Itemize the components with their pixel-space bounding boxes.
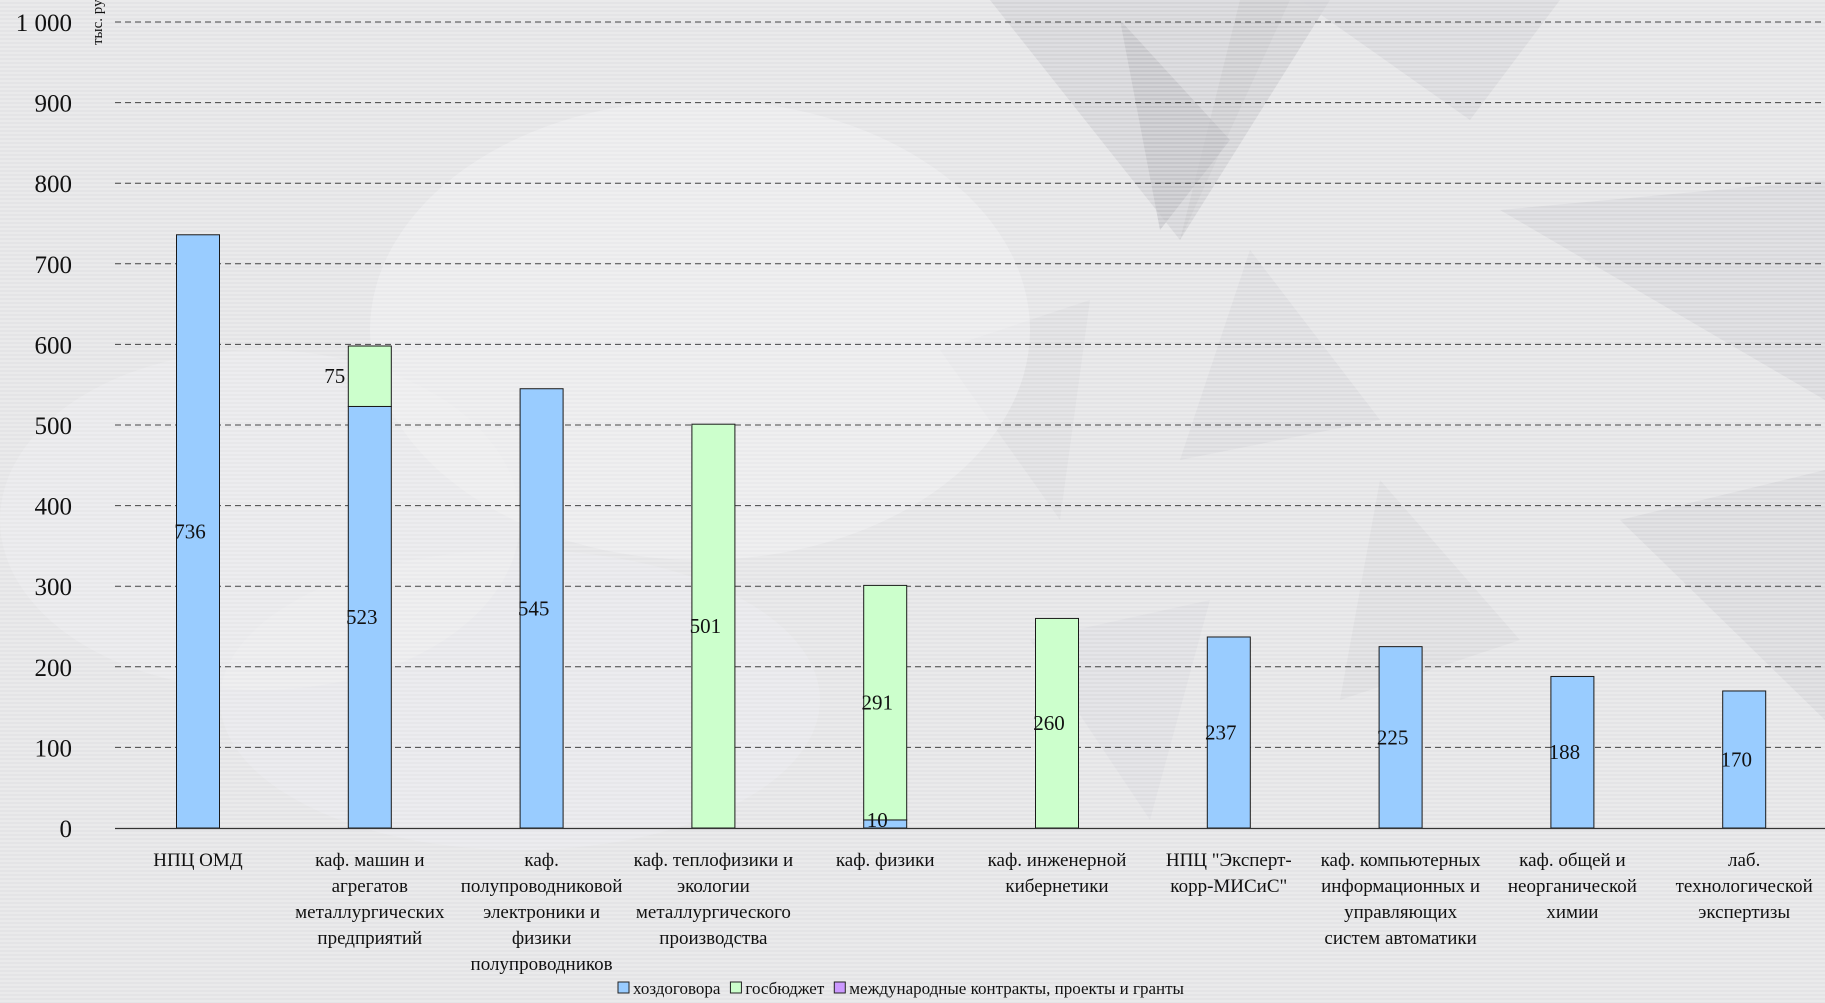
- category-label-line: информационных и: [1321, 876, 1480, 897]
- category-label: лаб. технологической экспертизы: [1676, 850, 1813, 923]
- y-tick-label: 300: [35, 574, 73, 601]
- y-tick-label: 800: [35, 171, 73, 198]
- category-label-line: полупроводников: [471, 954, 613, 975]
- bar-segment: [1035, 617, 1079, 829]
- bar-value-label: 545: [518, 596, 550, 620]
- bar-segment: [691, 423, 736, 829]
- category-label: каф. инженерной кибернетики: [988, 850, 1127, 897]
- category-label-line: физики: [512, 928, 572, 949]
- category-label: каф. полупроводниковой электроники и физики…: [461, 850, 623, 975]
- bar-segment: [1206, 636, 1251, 829]
- bar-segment: [863, 584, 908, 821]
- category-label-line: корр-МИСиС": [1170, 876, 1287, 897]
- bar-value-label: 170: [1720, 747, 1752, 771]
- y-tick-label: 500: [35, 413, 73, 440]
- category-label-line: производства: [659, 928, 768, 949]
- y-tick-label: 200: [35, 655, 73, 682]
- y-tick-label: 900: [35, 91, 73, 118]
- bar-value-label: 523: [346, 605, 378, 629]
- category-label: каф. общей и неорганической химии: [1508, 850, 1637, 923]
- bar-value-label: 75: [324, 364, 345, 388]
- legend-label: международные контракты, проекты и грант…: [849, 979, 1184, 998]
- category-label-line: металлургических: [295, 902, 445, 923]
- y-axis-unit-label: тыс. руб.: [90, 0, 106, 45]
- gridlines: [115, 21, 1825, 748]
- bar-value-label: 188: [1549, 740, 1581, 764]
- legend-label: хоздоговора: [633, 979, 721, 998]
- category-label-line: химии: [1546, 902, 1598, 923]
- category-label-line: технологической: [1676, 876, 1813, 897]
- category-label-line: каф. теплофизики и: [634, 850, 794, 871]
- y-tick-label: 1 000: [16, 10, 72, 37]
- y-tick-label: 0: [60, 816, 73, 843]
- category-label-line: каф. общей и: [1519, 850, 1626, 871]
- category-label-line: экспертизы: [1698, 902, 1790, 923]
- category-label: каф. физики: [836, 850, 935, 871]
- category-label-line: каф. физики: [836, 850, 935, 871]
- category-label: каф. компьютерных информационных и управля…: [1321, 850, 1482, 949]
- category-label-line: электроники и: [483, 902, 600, 923]
- category-label-line: кибернетики: [1005, 876, 1108, 897]
- category-labels: НПЦ ОМД каф. машин и агрегатов металлургиче…: [153, 850, 1813, 975]
- y-axis-ticks: 0 100 200 300 400 500 600 700 800 900 1 000: [16, 10, 72, 843]
- category-label-line: систем автоматики: [1324, 928, 1476, 949]
- y-tick-label: 600: [35, 332, 73, 359]
- category-label-line: управляющих: [1344, 902, 1458, 923]
- category-label: каф. машин и агрегатов металлургических пре…: [295, 850, 445, 949]
- category-label-line: каф. инженерной: [988, 850, 1127, 871]
- category-label: НПЦ "Эксперт-корр-МИСиС": [1166, 850, 1292, 897]
- category-label-line: лаб.: [1728, 850, 1760, 871]
- legend-label: госбюджет: [745, 979, 824, 998]
- bar-segment: [1722, 690, 1767, 829]
- category-label-line: экологии: [677, 876, 750, 897]
- bar-segment: [347, 345, 392, 407]
- bar-value-label: 736: [174, 519, 206, 543]
- category-label-line: предприятий: [317, 928, 422, 949]
- category-label-line: каф. машин и: [315, 850, 424, 871]
- bar-value-label: 291: [861, 691, 893, 715]
- category-label-line: металлургического: [636, 902, 791, 923]
- category-label-line: полупроводниковой: [461, 876, 623, 897]
- bar-value-label: 10: [867, 808, 888, 832]
- category-label: каф. теплофизики и экологии металлургическ…: [634, 850, 794, 949]
- legend-swatch: [617, 981, 630, 994]
- category-label-line: неорганической: [1508, 876, 1637, 897]
- category-label: НПЦ ОМД: [153, 850, 243, 871]
- legend-swatch: [833, 981, 846, 994]
- bar-value-label: 260: [1033, 711, 1065, 735]
- y-tick-label: 100: [35, 735, 73, 762]
- bar-value-label: 225: [1377, 725, 1409, 749]
- bars: 736 523 75 545 501 10 291 260 237 225 188 170: [174, 234, 1767, 832]
- category-label-line: каф. компьютерных: [1321, 850, 1482, 871]
- y-tick-label: 700: [35, 252, 73, 279]
- category-label-line: каф.: [524, 850, 558, 871]
- legend: хоздоговора госбюджет международные контра…: [617, 979, 1185, 998]
- bar-value-label: 237: [1205, 720, 1237, 744]
- y-tick-label: 400: [35, 494, 73, 521]
- bar-value-label: 501: [690, 614, 722, 638]
- bar-segment: [519, 388, 564, 829]
- category-label-line: НПЦ ОМД: [153, 850, 243, 871]
- category-label-line: агрегатов: [332, 876, 408, 897]
- bar-segment: [1550, 675, 1595, 829]
- legend-swatch: [729, 981, 742, 994]
- category-label-line: НПЦ "Эксперт-: [1166, 850, 1292, 871]
